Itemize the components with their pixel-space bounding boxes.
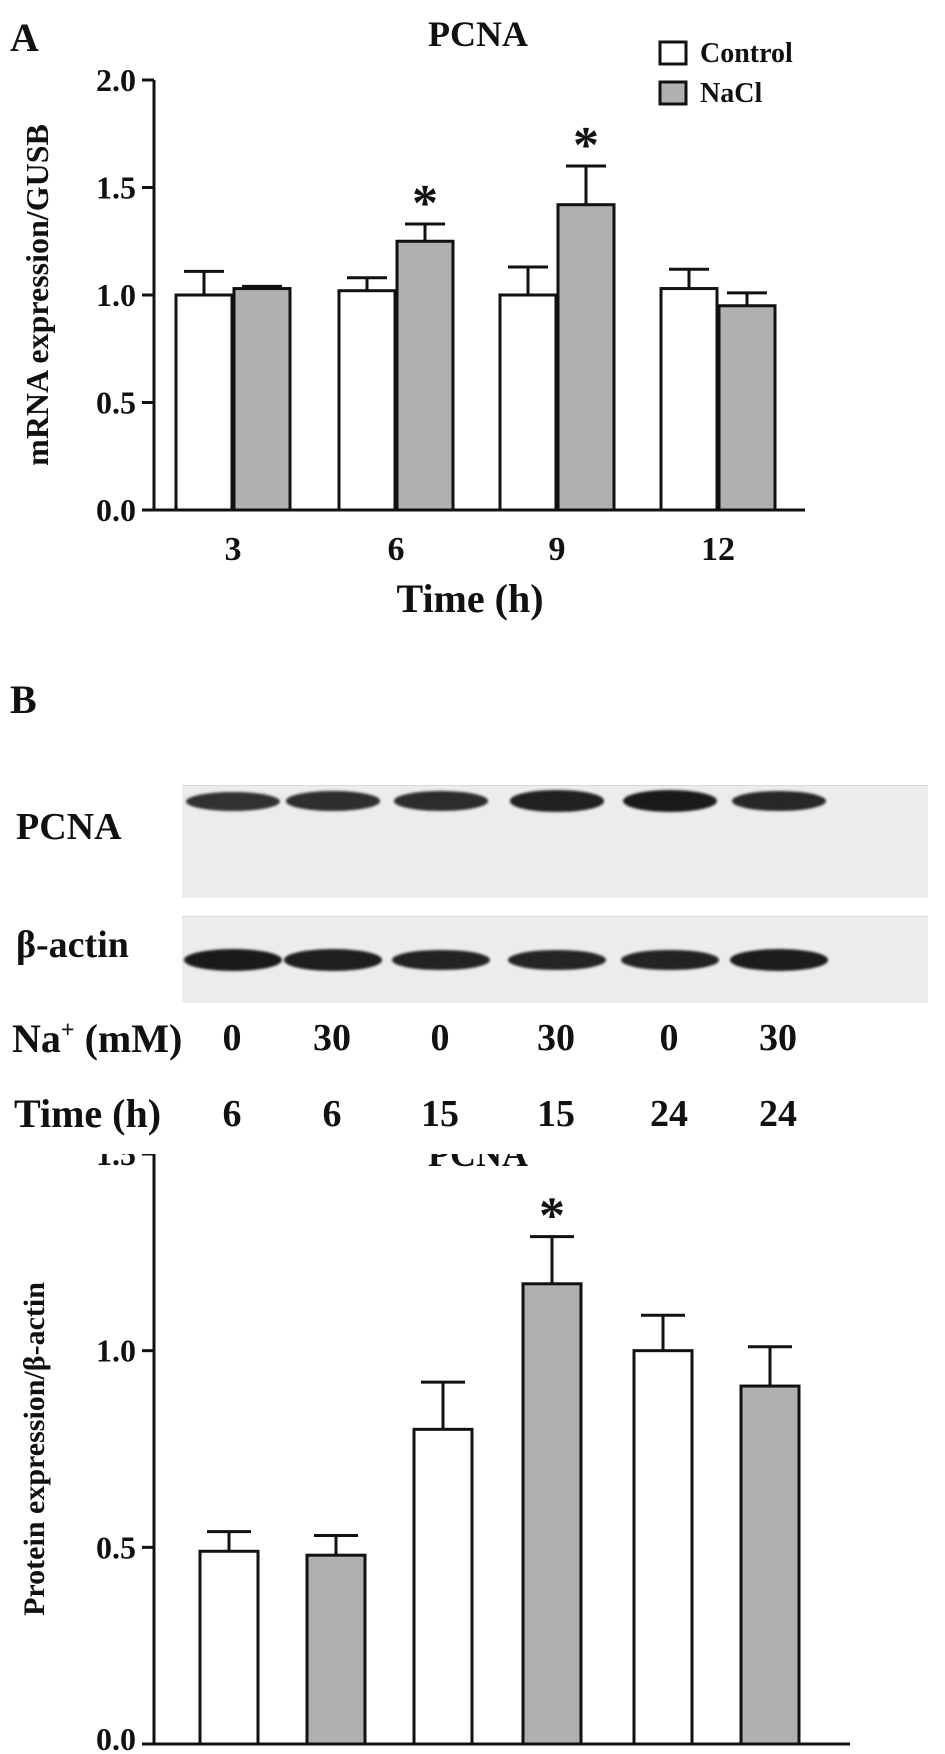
pcna-band — [510, 790, 604, 812]
chart-b-bar — [632, 1349, 694, 1746]
chart-a-y-label: mRNA expression/GUSB — [19, 124, 55, 466]
chart-a-significance-marker: * — [573, 117, 599, 174]
chart-b-bar — [521, 1282, 583, 1746]
na-value: 0 — [659, 1017, 679, 1059]
na-value: 0 — [430, 1017, 450, 1059]
chart-a-bar — [498, 293, 558, 512]
chart-a-x-tick-label: 12 — [701, 531, 735, 568]
chart-a-x-tick-label: 9 — [549, 531, 566, 568]
chart-b-significance-marker: * — [539, 1188, 565, 1245]
time-value: 15 — [421, 1093, 459, 1135]
chart-a-legend-swatch — [658, 40, 688, 66]
chart-a-x-tick-label: 6 — [388, 531, 405, 568]
time-value: 24 — [759, 1093, 797, 1135]
chart-a-bar — [659, 287, 719, 512]
chart-b-bar — [739, 1384, 801, 1746]
na-label-unit: (mM) — [74, 1016, 183, 1061]
chart-a-title: PCNA — [428, 14, 528, 54]
na-value: 0 — [222, 1017, 242, 1059]
actin-band — [508, 949, 606, 971]
pcna-band — [732, 790, 826, 812]
chart-b-y-tick-label: 1.5 — [96, 1154, 136, 1172]
blot-label-actin: β-actin — [16, 924, 129, 966]
na-value: 30 — [759, 1017, 797, 1059]
chart-a-legend-swatch — [658, 80, 688, 106]
chart-a-bar — [717, 304, 777, 512]
chart-a-y-tick-label: 0.5 — [96, 385, 136, 421]
time-value: 15 — [537, 1093, 575, 1135]
actin-band — [392, 949, 490, 971]
pcna-blot — [182, 785, 928, 898]
chart-b-bar — [305, 1553, 367, 1746]
chart-a-x-tick-label: 3 — [225, 531, 242, 568]
na-label-main: Na — [12, 1016, 61, 1061]
chart-b-y-label: Protein expression/β-actin — [18, 1282, 51, 1616]
chart-a-bar — [395, 239, 455, 512]
chart-a-y-tick-label: 0.0 — [96, 492, 136, 528]
actin-band — [730, 949, 828, 971]
chart-a-bar — [337, 289, 397, 512]
actin-blot — [182, 916, 928, 1003]
chart-b: PCNA 0.0 0.5 1.0 1.5 Protein expression/β-act… — [18, 1154, 850, 1754]
chart-a-bar — [556, 203, 616, 512]
chart-a-significance-marker: * — [412, 175, 438, 232]
chart-a-x-label: Time (h) — [396, 576, 543, 621]
chart-a-y-tick-label: 1.5 — [96, 170, 136, 206]
panel-a-letter: A — [10, 15, 39, 60]
actin-band — [621, 949, 719, 971]
na-value: 30 — [537, 1017, 575, 1059]
actin-band — [284, 949, 382, 971]
chart-a-y-tick-label: 2.0 — [96, 62, 136, 98]
chart-a-legend-label: Control — [700, 38, 793, 69]
pcna-band — [623, 790, 717, 812]
chart-b-y-tick-label: 1.0 — [96, 1333, 136, 1369]
na-label-sup: + — [60, 1017, 75, 1044]
time-row-label: Time (h) — [14, 1091, 162, 1136]
chart-b-bar — [198, 1549, 260, 1746]
na-value: 30 — [313, 1017, 351, 1059]
chart-b-title: PCNA — [428, 1154, 528, 1174]
chart-b-y-tick-label: 0.5 — [96, 1529, 136, 1565]
na-row-label: Na+ (mM) — [12, 1015, 182, 1062]
time-value: 6 — [322, 1093, 342, 1135]
time-value: 6 — [222, 1093, 242, 1135]
chart-a-legend-label: NaCl — [700, 78, 762, 109]
pcna-band — [394, 791, 488, 811]
time-value: 24 — [650, 1093, 688, 1135]
pcna-band — [186, 791, 280, 811]
chart-a-bar — [232, 287, 292, 512]
actin-band — [184, 949, 282, 971]
chart-a-y-tick-label: 1.0 — [96, 277, 136, 313]
panel-b-letter: B — [10, 677, 37, 722]
chart-b-y-tick-label: 0.0 — [96, 1721, 136, 1754]
blot-label-pcna: PCNA — [16, 806, 122, 848]
chart-a: PCNA 0.0 0.5 1.0 1.5 2.0 mRNA expression/GUSB T… — [19, 14, 805, 621]
chart-a-bar — [174, 293, 234, 512]
chart-b-bar — [412, 1427, 474, 1746]
pcna-band — [286, 791, 380, 811]
